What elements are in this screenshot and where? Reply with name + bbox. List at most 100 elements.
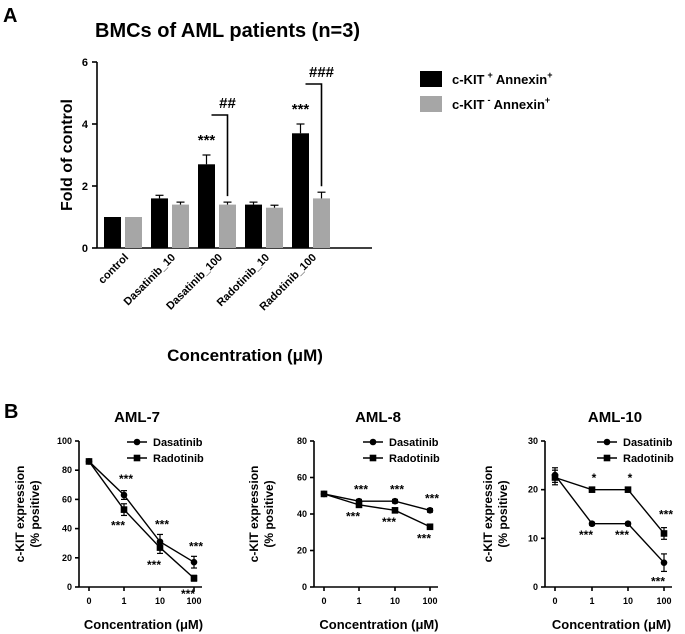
x-tick-label: 0 xyxy=(552,596,557,606)
y-tick-label: 0 xyxy=(302,582,307,592)
significance-below: *** xyxy=(346,510,360,524)
y-tick-label: 60 xyxy=(62,494,72,504)
data-point xyxy=(588,486,596,493)
chart-title: AML-10 xyxy=(588,409,642,426)
data-point xyxy=(120,506,128,513)
bar xyxy=(266,207,283,248)
comparison-bracket xyxy=(305,83,323,187)
data-point xyxy=(190,558,198,566)
data-point xyxy=(551,474,559,481)
x-tick-label: 100 xyxy=(186,596,201,606)
series-line-radotinib xyxy=(323,493,431,528)
data-point xyxy=(391,507,399,514)
significance-stars: *** xyxy=(198,132,216,149)
y-tick-label: 2 xyxy=(82,181,88,193)
y-tick-label: 80 xyxy=(62,465,72,475)
significance-above: * xyxy=(592,471,597,485)
y-axis-label-unit: (% positive) xyxy=(28,480,42,547)
data-point xyxy=(660,559,668,566)
bar xyxy=(198,164,215,248)
bar xyxy=(245,204,262,248)
x-tick-label: 10 xyxy=(390,596,400,606)
data-point xyxy=(426,507,434,514)
y-axis-label-unit: (% positive) xyxy=(496,480,510,547)
data-point xyxy=(391,497,399,505)
significance-below: *** xyxy=(579,528,593,542)
significance-below: *** xyxy=(615,528,629,542)
legend-label: Radotinib xyxy=(623,453,674,465)
y-tick-label: 6 xyxy=(82,57,88,69)
data-point xyxy=(190,574,198,582)
significance-above: *** xyxy=(390,482,404,496)
y-axis-label-unit: (% positive) xyxy=(262,480,276,547)
y-tick-label: 40 xyxy=(297,509,307,519)
significance-below: *** xyxy=(147,558,161,572)
significance-below: *** xyxy=(181,587,195,601)
y-tick-label: 0 xyxy=(67,582,72,592)
legend-label: Dasatinib xyxy=(153,437,203,449)
bar-chart-bmcs: BMCs of AML patients (n=3) Fold of contr… xyxy=(59,20,552,365)
y-tick-label: 20 xyxy=(62,553,72,563)
x-tick-label: 10 xyxy=(155,596,165,606)
series-line-dasatinib xyxy=(323,493,431,512)
x-tick-label: 1 xyxy=(589,596,594,606)
legend-label: Dasatinib xyxy=(623,437,673,449)
x-tick-label: control xyxy=(96,252,131,287)
data-point xyxy=(85,458,93,465)
legend-swatch-ckit-neg xyxy=(420,96,442,112)
significance-above: *** xyxy=(189,539,203,553)
x-axis-label: Concentration (μM) xyxy=(552,617,671,632)
y-tick-label: 100 xyxy=(57,436,72,446)
x-tick-label: 100 xyxy=(656,596,671,606)
significance-below: *** xyxy=(651,574,665,588)
significance-below: *** xyxy=(417,532,431,546)
panel-label-b: B xyxy=(4,401,18,423)
x-tick-label: 100 xyxy=(422,596,437,606)
y-tick-label: 60 xyxy=(297,473,307,483)
y-tick-label: 30 xyxy=(528,436,538,446)
legend-label: Radotinib xyxy=(153,453,204,465)
x-tick-label: 1 xyxy=(121,596,126,606)
y-tick-label: 0 xyxy=(533,582,538,592)
data-point xyxy=(355,501,363,509)
x-tick-label: 1 xyxy=(356,596,361,606)
x-axis-label: Concentration (μM) xyxy=(84,617,203,632)
legend-marker xyxy=(369,438,377,446)
legend-marker xyxy=(133,438,141,446)
legend-label-ckit-pos: c-KIT + Annexin+ xyxy=(452,70,552,87)
bar xyxy=(125,217,142,248)
bar xyxy=(151,198,168,248)
series-line-dasatinib xyxy=(554,474,665,564)
y-tick-label: 20 xyxy=(297,546,307,556)
data-point xyxy=(624,486,632,493)
y-tick-label: 40 xyxy=(62,524,72,534)
significance-above: *** xyxy=(354,482,368,496)
legend: c-KIT + Annexin+ c-KIT - Annexin+ xyxy=(420,70,552,112)
legend-marker xyxy=(603,454,611,462)
line-chart-aml-8: AML-8 c-KIT expression (% positive) Concent… xyxy=(247,409,440,632)
bar xyxy=(313,198,330,248)
bar xyxy=(104,217,121,248)
line-chart-aml-10: AML-10 c-KIT expression (% positive) Concen… xyxy=(481,409,674,632)
bar xyxy=(172,204,189,248)
significance-hash: ## xyxy=(219,95,236,112)
y-tick-label: 80 xyxy=(297,436,307,446)
x-tick-label: 0 xyxy=(321,596,326,606)
y-axis-label: c-KIT expression xyxy=(247,466,261,563)
y-tick-label: 0 xyxy=(82,243,88,255)
data-point xyxy=(320,490,328,498)
bar xyxy=(292,133,309,248)
significance-above: * xyxy=(628,471,633,485)
y-tick-label: 10 xyxy=(528,533,538,543)
data-point xyxy=(156,544,164,551)
y-axis-label: c-KIT expression xyxy=(13,466,27,563)
significance-stars: *** xyxy=(292,101,310,118)
data-point xyxy=(588,520,596,528)
series-line-radotinib xyxy=(88,461,195,579)
chart-title: AML-7 xyxy=(114,409,160,426)
legend-marker xyxy=(369,454,377,462)
x-axis-label: Concentration (μM) xyxy=(167,346,323,365)
y-tick-label: 4 xyxy=(82,119,89,131)
y-axis-label: Fold of control xyxy=(59,99,76,211)
